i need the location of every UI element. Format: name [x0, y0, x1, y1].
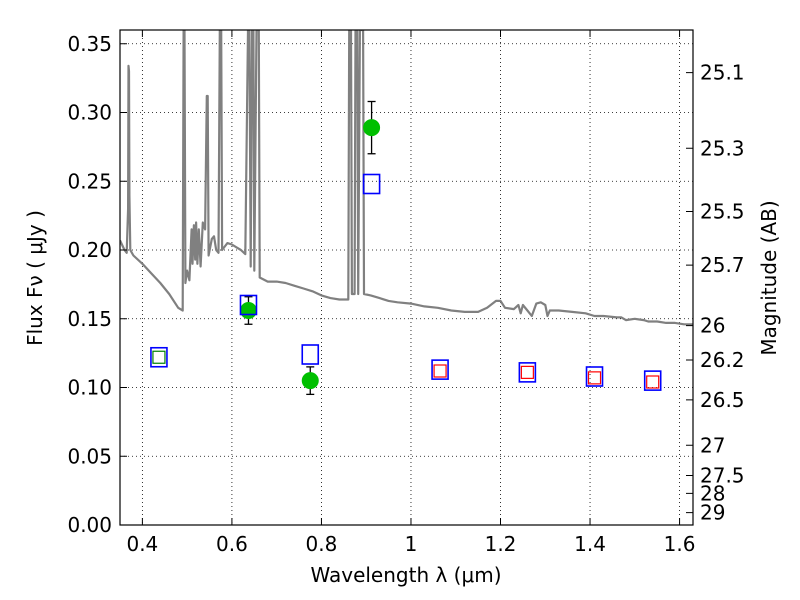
right-tick-label: 27.5 [700, 464, 745, 488]
model-flux-square [518, 362, 537, 383]
plot-area [120, 30, 693, 396]
model-flux-inner-square [520, 365, 534, 379]
model-flux-inner-square [433, 364, 447, 378]
y-tick-label: 0.35 [67, 32, 112, 56]
model-flux-square [362, 173, 381, 195]
x-axis: 0.4 0.6 0.8 1 1.2 1.4 1.6 [126, 30, 695, 556]
grid-lines [120, 30, 693, 526]
y-tick-label: 0.00 [67, 513, 112, 537]
model-flux-square [150, 346, 168, 368]
x-tick-label: 1.4 [574, 532, 606, 556]
x-tick-label: 0.8 [306, 532, 338, 556]
right-tick-label: 26.5 [700, 388, 745, 412]
y-tick-label: 0.20 [67, 238, 112, 262]
x-tick-label: 1.6 [664, 532, 696, 556]
y-tick-label: 0.30 [67, 101, 112, 125]
x-tick-label: 0.6 [216, 532, 248, 556]
right-tick-label: 26 [700, 314, 725, 338]
model-flux-inner-square [587, 371, 602, 385]
x-tick-label: 1.2 [485, 532, 517, 556]
y-tick-label: 0.25 [67, 169, 112, 193]
observed-flux-point [301, 372, 319, 390]
right-tick-label: 25.3 [700, 136, 745, 160]
model-flux-square [239, 294, 258, 316]
y-axis-left: 0.00 0.05 0.10 0.15 0.20 0.25 0.30 0.35 [67, 32, 127, 537]
x-tick-label: 0.4 [126, 532, 158, 556]
y-tick-label: 0.10 [67, 376, 112, 400]
model-flux-square [585, 366, 604, 387]
plot-frame [119, 29, 694, 526]
y-tick-label: 0.15 [67, 307, 112, 331]
right-tick-label: 25.1 [700, 61, 745, 85]
observed-flux-point [363, 119, 381, 137]
right-tick-label: 25.7 [700, 253, 745, 277]
right-tick-label: 26.2 [700, 348, 745, 372]
right-tick-label: 25.5 [700, 200, 745, 224]
model-flux-square [643, 370, 662, 391]
x-axis-title: Wavelength λ (μm) [310, 563, 501, 587]
x-tick-label: 1 [405, 532, 418, 556]
y-axis-right-title: Magnitude (AB) [757, 200, 781, 355]
right-tick-label: 27 [700, 433, 725, 457]
y-tick-label: 0.05 [67, 444, 112, 468]
y-axis-title: Flux Fν ( μJy ) [23, 210, 47, 346]
right-tick-label: 28 [700, 481, 725, 505]
sed-model-line [120, 30, 693, 326]
model-flux-square [431, 359, 449, 380]
model-flux-inner-square [152, 350, 166, 364]
observed-flux-point [239, 302, 257, 319]
model-flux-square [301, 344, 320, 365]
model-flux-inner-square [646, 375, 660, 389]
right-tick-label: 29 [700, 501, 725, 525]
